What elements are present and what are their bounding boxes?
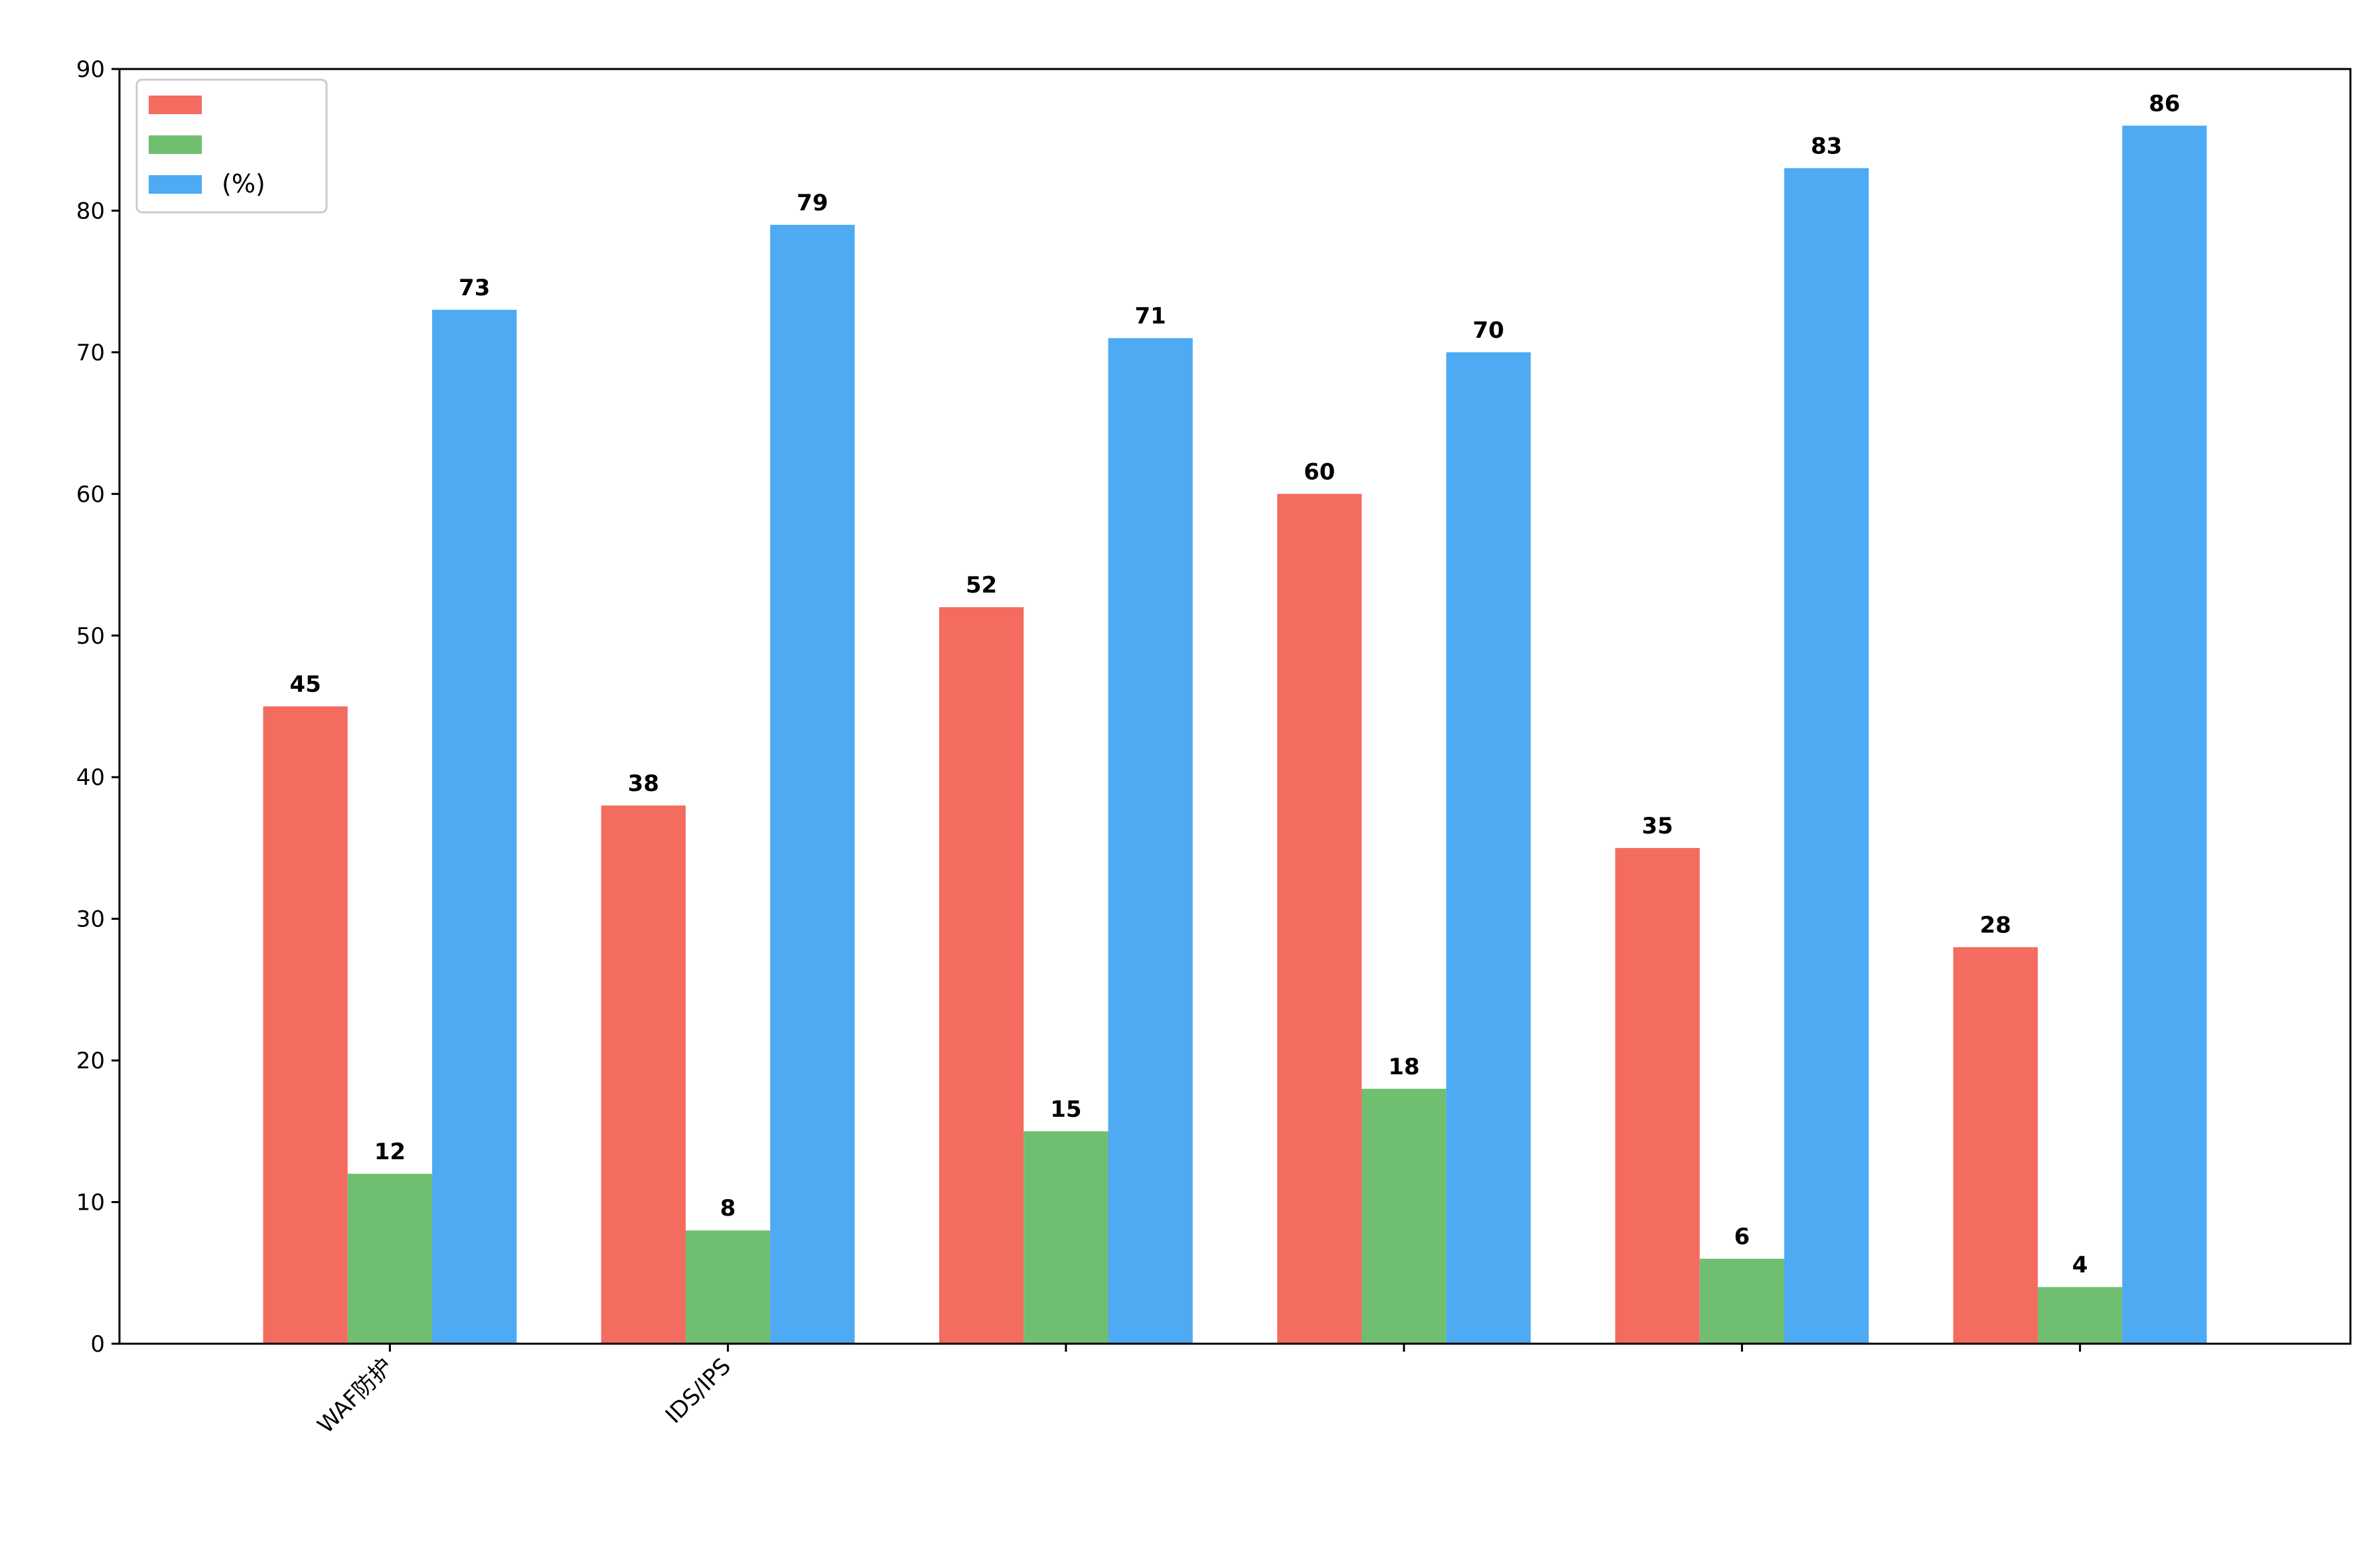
data-label-s2-c2: 71 bbox=[1135, 303, 1166, 330]
legend: (%) bbox=[135, 78, 328, 214]
data-label-s2-c5: 86 bbox=[2149, 90, 2180, 117]
legend-swatch-1 bbox=[149, 135, 202, 154]
bar-s1-c3 bbox=[1361, 1088, 1446, 1344]
y-tick-label: 30 bbox=[76, 906, 105, 933]
bar-s2-c1 bbox=[770, 224, 855, 1344]
y-tick-label: 10 bbox=[76, 1190, 105, 1216]
bar-s2-c0 bbox=[432, 309, 517, 1344]
data-label-s0-c1: 38 bbox=[628, 770, 659, 797]
bar-s2-c3 bbox=[1446, 352, 1531, 1344]
bar-s2-c4 bbox=[1784, 168, 1869, 1344]
bar-s2-c2 bbox=[1108, 338, 1193, 1344]
bar-s0-c1 bbox=[601, 805, 686, 1344]
data-label-s0-c5: 28 bbox=[1980, 912, 2011, 938]
bar-s2-c5 bbox=[2122, 125, 2207, 1344]
bar-s1-c0 bbox=[347, 1173, 433, 1344]
data-label-s2-c4: 83 bbox=[1811, 133, 1842, 159]
data-label-s1-c2: 15 bbox=[1050, 1096, 1081, 1123]
bar-s0-c2 bbox=[939, 607, 1024, 1344]
data-label-s2-c0: 73 bbox=[459, 275, 490, 301]
data-label-s1-c1: 8 bbox=[720, 1195, 736, 1222]
legend-label-2: (%) bbox=[222, 169, 266, 198]
y-tick-label: 0 bbox=[90, 1331, 105, 1358]
data-label-s0-c0: 45 bbox=[289, 672, 321, 698]
bar-marks bbox=[263, 125, 2207, 1344]
bar-s0-c5 bbox=[1953, 947, 2038, 1344]
y-tick-label: 70 bbox=[76, 340, 105, 366]
y-tick-label: 50 bbox=[76, 623, 105, 650]
bar-s0-c4 bbox=[1615, 847, 1700, 1344]
y-tick-label: 20 bbox=[76, 1048, 105, 1074]
data-label-s1-c4: 6 bbox=[1734, 1224, 1750, 1250]
data-label-s1-c5: 4 bbox=[2072, 1252, 2088, 1279]
data-label-s2-c1: 79 bbox=[797, 190, 828, 216]
plot-frame bbox=[118, 68, 2352, 1345]
bar-s1-c5 bbox=[2037, 1287, 2123, 1344]
bar-s1-c2 bbox=[1024, 1131, 1108, 1344]
y-axis-ticks: 0 10 20 30 40 50 60 70 80 90 bbox=[76, 56, 119, 1358]
bar-s1-c1 bbox=[685, 1230, 771, 1344]
data-label-s1-c3: 18 bbox=[1388, 1054, 1419, 1080]
y-tick-label: 80 bbox=[76, 198, 105, 224]
data-label-s0-c3: 60 bbox=[1304, 459, 1335, 485]
data-labels: 45 12 73 38 8 79 52 15 71 60 18 70 35 6 83 28 4 86 bbox=[289, 90, 2180, 1278]
data-label-s2-c3: 70 bbox=[1473, 317, 1504, 344]
y-tick-label: 60 bbox=[76, 481, 105, 508]
y-tick-label: 40 bbox=[76, 764, 105, 791]
legend-swatch-2 bbox=[149, 175, 202, 194]
data-label-s0-c2: 52 bbox=[966, 572, 997, 599]
bar-s0-c0 bbox=[263, 706, 348, 1344]
data-label-s1-c0: 12 bbox=[374, 1139, 406, 1165]
y-tick-label: 90 bbox=[76, 56, 105, 83]
data-label-s0-c4: 35 bbox=[1642, 813, 1673, 839]
bar-s0-c3 bbox=[1277, 494, 1362, 1344]
legend-swatch-0 bbox=[149, 96, 202, 114]
bar-s1-c4 bbox=[1699, 1258, 1785, 1344]
